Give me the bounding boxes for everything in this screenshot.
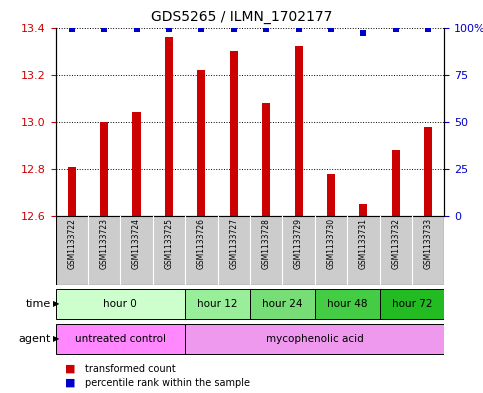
Bar	[185, 324, 444, 354]
Point	[100, 26, 108, 33]
Point	[230, 26, 238, 33]
Text: ▶: ▶	[53, 334, 59, 343]
Text: hour 72: hour 72	[392, 299, 432, 309]
Point	[133, 26, 141, 33]
Text: hour 24: hour 24	[262, 299, 303, 309]
Text: GSM1133727: GSM1133727	[229, 218, 238, 269]
Bar	[100, 122, 108, 216]
Text: mycophenolic acid: mycophenolic acid	[266, 334, 364, 344]
Point	[262, 26, 270, 33]
Bar	[56, 324, 185, 354]
Text: GSM1133726: GSM1133726	[197, 218, 206, 269]
Text: GDS5265 / ILMN_1702177: GDS5265 / ILMN_1702177	[151, 10, 332, 24]
Bar	[392, 150, 400, 216]
Text: ▶: ▶	[53, 299, 59, 308]
Text: GSM1133731: GSM1133731	[359, 218, 368, 269]
Point	[68, 26, 76, 33]
Text: ■: ■	[65, 378, 76, 388]
Point	[359, 30, 367, 36]
Bar	[197, 70, 205, 216]
Text: GSM1133723: GSM1133723	[99, 218, 109, 269]
Point	[424, 26, 432, 33]
Bar	[380, 288, 444, 319]
Point	[295, 26, 302, 33]
Text: GSM1133732: GSM1133732	[391, 218, 400, 269]
Text: GSM1133730: GSM1133730	[327, 218, 336, 269]
Bar	[68, 167, 76, 216]
Text: GSM1133728: GSM1133728	[262, 218, 270, 269]
Text: time: time	[26, 299, 51, 309]
Text: GSM1133722: GSM1133722	[67, 218, 76, 269]
Text: hour 48: hour 48	[327, 299, 368, 309]
Point	[327, 26, 335, 33]
Text: agent: agent	[18, 334, 51, 344]
Bar	[165, 37, 173, 216]
Bar	[185, 288, 250, 319]
Text: GSM1133729: GSM1133729	[294, 218, 303, 269]
Text: GSM1133733: GSM1133733	[424, 218, 433, 269]
Text: transformed count: transformed count	[85, 364, 175, 374]
Bar	[230, 51, 238, 216]
Point	[392, 26, 399, 33]
Text: GSM1133724: GSM1133724	[132, 218, 141, 269]
Bar	[327, 174, 335, 216]
Text: hour 0: hour 0	[103, 299, 137, 309]
Bar	[132, 112, 141, 216]
Bar	[262, 103, 270, 216]
Point	[165, 26, 173, 33]
Bar	[359, 204, 368, 216]
Text: ■: ■	[65, 364, 76, 374]
Bar	[315, 288, 380, 319]
Text: percentile rank within the sample: percentile rank within the sample	[85, 378, 250, 388]
Bar	[250, 288, 315, 319]
Text: hour 12: hour 12	[197, 299, 238, 309]
Bar	[56, 288, 185, 319]
Bar	[295, 46, 303, 216]
Point	[198, 26, 205, 33]
Text: untreated control: untreated control	[75, 334, 166, 344]
Text: GSM1133725: GSM1133725	[164, 218, 173, 269]
Bar	[424, 127, 432, 216]
